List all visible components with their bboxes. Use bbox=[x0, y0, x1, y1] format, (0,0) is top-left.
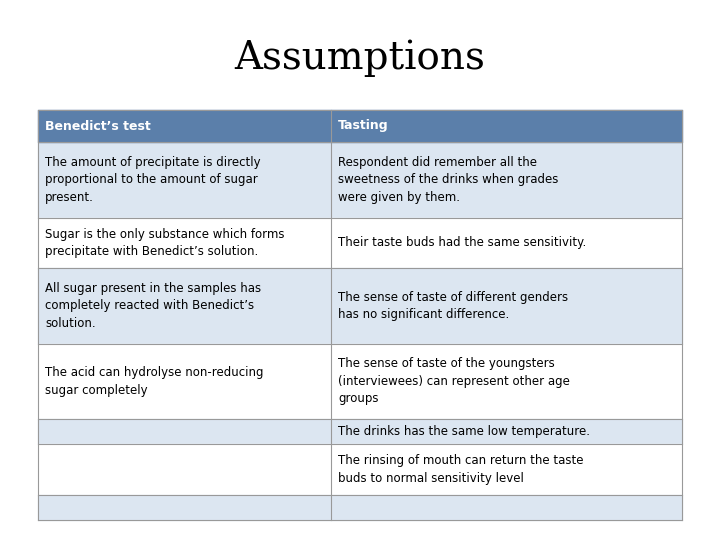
Bar bbox=[38, 110, 331, 142]
Bar bbox=[331, 218, 682, 268]
Text: Sugar is the only substance which forms
precipitate with Benedict’s solution.: Sugar is the only substance which forms … bbox=[45, 227, 284, 258]
Text: Assumptions: Assumptions bbox=[235, 39, 485, 77]
Bar bbox=[38, 142, 331, 218]
Bar bbox=[331, 268, 682, 343]
Text: Respondent did remember all the
sweetness of the drinks when grades
were given b: Respondent did remember all the sweetnes… bbox=[338, 156, 559, 204]
Text: The sense of taste of different genders
has no significant difference.: The sense of taste of different genders … bbox=[338, 291, 568, 321]
Text: The sense of taste of the youngsters
(interviewees) can represent other age
grou: The sense of taste of the youngsters (in… bbox=[338, 357, 570, 406]
Bar bbox=[331, 495, 682, 520]
Bar bbox=[38, 343, 331, 419]
Bar bbox=[38, 444, 331, 495]
Bar bbox=[331, 444, 682, 495]
Bar bbox=[331, 343, 682, 419]
Bar bbox=[38, 218, 331, 268]
Bar bbox=[331, 110, 682, 142]
Text: Tasting: Tasting bbox=[338, 119, 389, 132]
Text: Their taste buds had the same sensitivity.: Their taste buds had the same sensitivit… bbox=[338, 237, 586, 249]
Text: The rinsing of mouth can return the taste
buds to normal sensitivity level: The rinsing of mouth can return the tast… bbox=[338, 454, 583, 485]
Bar bbox=[331, 419, 682, 444]
Text: All sugar present in the samples has
completely reacted with Benedict’s
solution: All sugar present in the samples has com… bbox=[45, 282, 261, 330]
Text: The amount of precipitate is directly
proportional to the amount of sugar
presen: The amount of precipitate is directly pr… bbox=[45, 156, 261, 204]
Bar bbox=[331, 142, 682, 218]
Bar bbox=[38, 495, 331, 520]
Text: The drinks has the same low temperature.: The drinks has the same low temperature. bbox=[338, 426, 590, 438]
Bar bbox=[38, 419, 331, 444]
Bar bbox=[38, 268, 331, 343]
Text: Benedict’s test: Benedict’s test bbox=[45, 119, 150, 132]
Text: The acid can hydrolyse non-reducing
sugar completely: The acid can hydrolyse non-reducing suga… bbox=[45, 366, 264, 397]
